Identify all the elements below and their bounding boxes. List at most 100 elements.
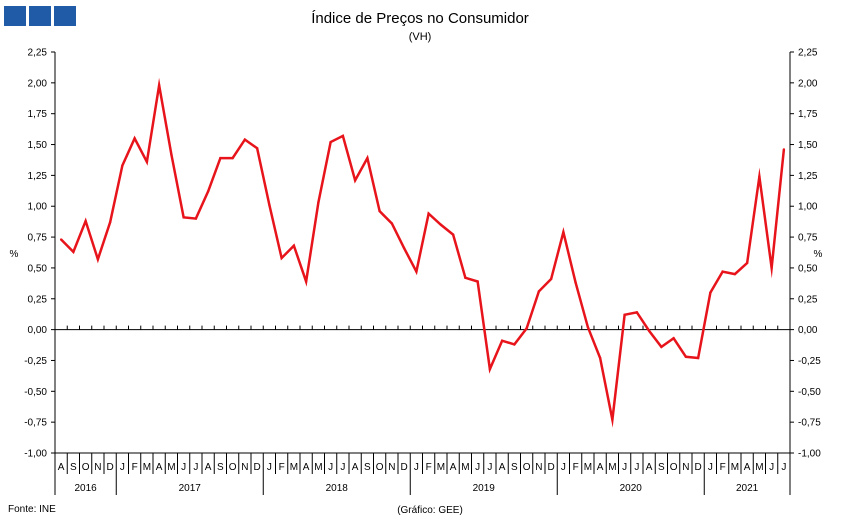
data-point xyxy=(402,246,406,250)
data-point xyxy=(758,175,761,178)
y-axis-label-left: % xyxy=(10,249,19,260)
month-label: A xyxy=(597,462,604,473)
month-label: J xyxy=(634,462,639,473)
data-point xyxy=(182,216,185,219)
month-label: J xyxy=(414,462,419,473)
data-point xyxy=(145,160,149,164)
month-label: J xyxy=(267,462,272,473)
data-point xyxy=(329,140,332,144)
month-label: S xyxy=(511,462,518,473)
y-tick-label-left: 1,50 xyxy=(28,140,48,151)
month-label: F xyxy=(426,462,432,473)
data-point xyxy=(72,250,75,254)
month-label: J xyxy=(475,462,480,473)
data-point xyxy=(451,233,455,236)
data-point xyxy=(415,270,418,273)
month-label: F xyxy=(279,462,285,473)
month-label: J xyxy=(769,462,774,473)
month-label: O xyxy=(376,462,384,473)
y-tick-label-right: 0,50 xyxy=(798,263,818,274)
data-point xyxy=(439,223,443,226)
logo-block xyxy=(4,6,26,26)
month-label: S xyxy=(70,462,77,473)
month-label: O xyxy=(670,462,678,473)
month-label: A xyxy=(205,462,212,473)
data-point xyxy=(745,261,749,265)
y-tick-label-right: 0,25 xyxy=(798,294,818,305)
data-point xyxy=(353,179,357,182)
data-point xyxy=(219,156,222,160)
data-point xyxy=(206,190,210,193)
data-point xyxy=(243,138,247,141)
data-point xyxy=(562,230,565,234)
month-label: A xyxy=(58,462,65,473)
data-point xyxy=(121,164,124,167)
month-label: M xyxy=(731,462,739,473)
y-tick-label-left: -0,75 xyxy=(24,418,47,429)
y-tick-label-right: 1,75 xyxy=(798,109,818,120)
year-label: 2016 xyxy=(75,483,98,494)
month-label: M xyxy=(290,462,298,473)
data-point xyxy=(721,270,724,273)
data-point xyxy=(366,156,369,160)
data-point xyxy=(696,356,700,360)
year-label: 2018 xyxy=(326,483,349,494)
y-tick-label-left: 1,75 xyxy=(28,109,48,120)
month-label: A xyxy=(450,462,457,473)
month-label: J xyxy=(340,462,345,473)
y-tick-label-right: 1,25 xyxy=(798,171,818,182)
data-point xyxy=(84,219,87,223)
logo-block xyxy=(29,6,51,26)
month-label: O xyxy=(82,462,90,473)
month-label: J xyxy=(708,462,713,473)
y-tick-label-right: 2,25 xyxy=(798,48,818,59)
year-label: 2020 xyxy=(620,483,643,494)
month-label: J xyxy=(120,462,125,473)
data-point xyxy=(378,209,381,213)
data-point xyxy=(598,356,602,360)
month-label: O xyxy=(523,462,531,473)
month-label: J xyxy=(181,462,186,473)
data-point xyxy=(108,221,112,224)
month-label: A xyxy=(156,462,163,473)
month-label: S xyxy=(364,462,371,473)
y-tick-label-left: 0,00 xyxy=(28,325,48,336)
data-point xyxy=(59,238,63,241)
data-point xyxy=(194,217,198,220)
data-point xyxy=(157,84,161,87)
month-label: M xyxy=(314,462,322,473)
month-label: D xyxy=(695,462,702,473)
data-point xyxy=(733,272,737,276)
cpi-series-line xyxy=(60,77,786,428)
data-point xyxy=(268,203,271,207)
month-label: F xyxy=(573,462,579,473)
month-label: A xyxy=(499,462,506,473)
data-point xyxy=(635,311,639,314)
data-point xyxy=(513,343,516,346)
data-point xyxy=(525,327,528,330)
data-point xyxy=(537,290,541,293)
data-point xyxy=(304,280,308,283)
data-point xyxy=(586,325,590,329)
data-point xyxy=(611,418,614,421)
y-tick-label-left: 2,25 xyxy=(28,48,48,59)
y-tick-label-left: 0,50 xyxy=(28,263,48,274)
y-tick-label-right: 0,75 xyxy=(798,233,818,244)
y-tick-label-right: -0,50 xyxy=(798,387,821,398)
month-label: J xyxy=(487,462,492,473)
data-point xyxy=(623,313,626,317)
month-label: D xyxy=(107,462,114,473)
month-label: N xyxy=(682,462,689,473)
year-label: 2021 xyxy=(736,483,759,494)
y-tick-label-left: 1,00 xyxy=(28,202,48,213)
chart-title: Índice de Preços no Consumidor xyxy=(311,10,529,27)
month-label: M xyxy=(755,462,763,473)
data-point xyxy=(133,137,136,140)
data-point xyxy=(500,339,504,342)
data-point xyxy=(549,277,553,281)
month-label: M xyxy=(461,462,469,473)
y-tick-label-left: -1,00 xyxy=(24,449,47,460)
y-axis-label-right: % xyxy=(814,249,823,260)
data-point xyxy=(292,244,296,247)
month-label: F xyxy=(720,462,726,473)
